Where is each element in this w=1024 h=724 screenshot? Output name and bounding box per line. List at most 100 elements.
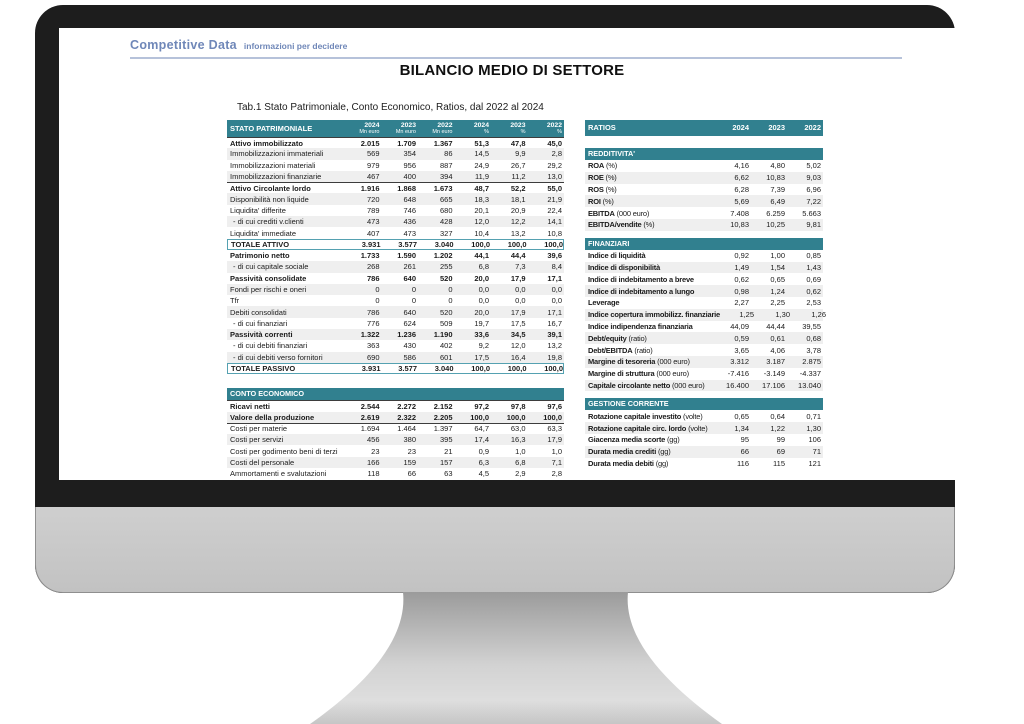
cell-value: 10,83	[730, 220, 749, 230]
table-row: Rotazione capitale circ. lordo (volte) 1,…	[585, 422, 823, 434]
cell-value: 1.673	[433, 183, 453, 193]
table-row: Costi per servizi 456 380 395 17,4 16,3 17,9	[227, 434, 564, 446]
cell-value: 39,55	[802, 321, 821, 331]
row-label: Indice copertura immobilizz. finanziarie	[588, 310, 721, 320]
cell-value: 100,0	[471, 364, 490, 374]
cell-value: -4.337	[799, 369, 821, 379]
table-row: Attivo Circolante lordo 1.916 1.868 1.673 48…	[227, 182, 564, 193]
table-row: Indice copertura immobilizz. finanziarie…	[585, 308, 826, 321]
cell-value: 6,62	[734, 173, 749, 183]
table-row: Tfr 0 0 0 0,0 0,0 0,0	[227, 295, 564, 306]
section-gap	[585, 136, 823, 148]
cell-value: 4,5	[478, 469, 489, 479]
cell-value: 17,9	[510, 307, 526, 317]
row-label: Immobilizzazioni immateriali	[230, 149, 324, 159]
cell-value: 1,30	[806, 423, 821, 433]
table-row: Immobilizzazioni finanziarie 467 400 394 11,…	[227, 170, 564, 183]
table-row: Attivo immobilizzato 2.015 1.709 1.367 51,3 4…	[227, 137, 564, 148]
table-row: Immobilizzazioni materiali 979 956 887 24,9 2…	[227, 160, 564, 171]
column-header: 2023 Mn euro	[395, 122, 416, 135]
table-row: Ricavi netti 2.544 2.272 2.152 97,2 97,8 97,6	[227, 400, 564, 411]
cell-value: 22,4	[547, 205, 562, 215]
cell-value: 95	[740, 435, 749, 445]
cell-value: 1,30	[775, 310, 791, 320]
cell-value: 2.619	[360, 412, 380, 422]
cell-value: 100,0	[507, 239, 527, 249]
cell-value: 2.544	[360, 401, 380, 411]
cell-value: 0	[448, 296, 453, 306]
cell-value: 12,2	[510, 217, 526, 227]
cell-value: 0,64	[770, 411, 785, 421]
cell-value: 1,43	[806, 262, 821, 272]
column-header: 2022%	[546, 122, 562, 135]
cell-value: 44,1	[474, 251, 489, 261]
cell-value: 1.694	[360, 424, 380, 434]
cell-value: 5.663	[802, 208, 821, 218]
row-label: Immobilizzazioni finanziarie	[230, 172, 322, 182]
cell-value: 12,0	[474, 217, 489, 227]
cell-value: 44,4	[510, 251, 526, 261]
row-label: Passività consolidate	[230, 273, 307, 283]
cell-value: 0,0	[551, 296, 562, 306]
cell-value: 0	[375, 285, 380, 294]
cell-value: 569	[366, 149, 380, 159]
cell-value: 2,25	[770, 298, 785, 308]
cell-value: 255	[439, 262, 453, 272]
section-rows: Rotazione capitale investito (volte) 0,65…	[585, 410, 823, 469]
cell-value: 12,0	[510, 341, 526, 351]
cell-value: 1,0	[551, 446, 562, 456]
cell-value: 16,7	[547, 318, 562, 328]
cell-value: 0,0	[478, 296, 489, 306]
cell-value: 100,0	[506, 412, 526, 422]
row-label: Tfr	[230, 296, 240, 306]
cell-value: 1.868	[397, 183, 416, 193]
cell-value: 64,7	[474, 424, 489, 434]
cell-value: 428	[439, 217, 453, 227]
table-row: Durata media debiti (gg) 116 115 121	[585, 458, 823, 470]
table-row: Costi per materie 1.694 1.464 1.397 64,7 63,0…	[227, 422, 564, 434]
cell-value: 16.400	[726, 380, 749, 390]
row-label: Liquidita' immediate	[230, 228, 297, 238]
cell-value: 665	[439, 194, 453, 204]
cell-value: 1,49	[734, 262, 749, 272]
cell-value: 473	[403, 228, 416, 238]
table-row: ROE (%) 6,62 10,83 9,03	[585, 171, 823, 184]
cell-value: 97,2	[474, 401, 489, 411]
row-label: Margine di struttura (000 euro)	[588, 369, 689, 379]
cell-value: 106	[808, 435, 821, 445]
cell-value: 776	[366, 318, 380, 328]
cell-value: 0	[375, 296, 380, 306]
cell-value: 100,0	[544, 239, 563, 249]
cell-value: 0,0	[478, 285, 489, 294]
cell-value: 5,02	[806, 161, 821, 171]
conto-economico-rows: Ricavi netti 2.544 2.272 2.152 97,2 97,8 97,6 V…	[227, 400, 564, 479]
cell-value: 789	[366, 205, 380, 215]
row-label: Ricavi netti	[230, 401, 271, 411]
brand-logo: Competitive Data informazioni per decider…	[130, 36, 347, 54]
cell-value: 66	[740, 447, 749, 457]
cell-value: 7,1	[551, 457, 562, 467]
cell-value: 0,92	[734, 251, 749, 261]
cell-value: 14,5	[474, 149, 489, 159]
cell-value: 1.322	[360, 330, 380, 340]
section-title: RATIOS	[588, 123, 616, 132]
cell-value: 5,69	[734, 196, 749, 206]
cell-value: 55,0	[547, 183, 562, 193]
cell-value: 4,16	[734, 161, 749, 171]
cell-value: 20,0	[474, 273, 489, 283]
table-row: Immobilizzazioni immateriali 569 354 86 14,5…	[227, 148, 564, 160]
cell-value: 3.931	[361, 364, 381, 374]
cell-value: 100,0	[544, 364, 563, 374]
cell-value: 6,96	[806, 184, 821, 194]
page-title: BILANCIO MEDIO DI SETTORE	[399, 62, 625, 79]
cell-value: 100,0	[543, 412, 562, 422]
row-label: Capitale circolante netto (000 euro)	[588, 380, 705, 390]
section-gap	[585, 391, 823, 398]
cell-value: 23	[371, 446, 380, 456]
cell-value: 956	[403, 160, 416, 170]
row-label: Debt/equity (ratio)	[588, 333, 647, 343]
table-row: Durata media crediti (gg) 66 69 71	[585, 445, 823, 458]
row-label: - di cui debiti finanziari	[233, 341, 308, 351]
section-rows: Indice di liquidità 0,92 1,00 0,85 Indice di…	[585, 250, 826, 392]
